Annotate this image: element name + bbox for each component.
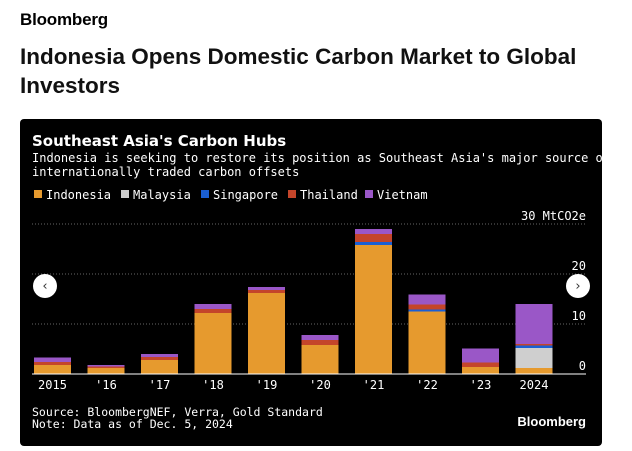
bar-indonesia-2 [141,360,178,374]
legend-swatch-singapore [201,190,209,198]
chart-card: Southeast Asia's Carbon Hubs Indonesia is… [20,119,602,446]
bar-thailand-8 [462,362,499,367]
y-tick-label-0: 0 [579,359,586,373]
bar-vietnam-8 [462,348,499,363]
legend-label-thailand: Thailand [300,188,358,202]
y-tick-label-10: 10 [572,309,586,323]
chart-title: Southeast Asia's Carbon Hubs [32,132,286,150]
x-tick-label-5: '20 [309,378,331,392]
x-tick-label-0: 2015 [38,378,67,392]
chart-note: Note: Data as of Dec. 5, 2024 [32,417,233,431]
bar-thailand-0 [34,362,71,365]
bar-indonesia-9 [515,368,553,374]
x-tick-label-9: 2024 [520,378,549,392]
bar-singapore-6 [355,242,392,245]
bar-indonesia-7 [408,311,446,374]
chart-bloomberg-logo: Bloomberg [517,414,586,429]
x-tick-label-2: '17 [149,378,171,392]
bar-thailand-4 [248,290,285,293]
legend-label-malaysia: Malaysia [133,188,191,202]
bar-indonesia-6 [355,245,392,374]
x-tick-label-7: '22 [416,378,438,392]
bar-vietnam-4 [248,287,285,290]
bar-indonesia-1 [87,368,125,374]
chart-subtitle: Indonesia is seeking to restore its posi… [32,151,602,179]
x-tick-label-3: '18 [202,378,224,392]
bar-indonesia-3 [194,313,232,374]
bar-thailand-9 [515,344,553,346]
bar-vietnam-7 [408,294,446,305]
legend-swatch-indonesia [34,190,42,198]
bar-thailand-7 [408,304,446,310]
x-tick-label-8: '23 [470,378,492,392]
legend-swatch-vietnam [365,190,373,198]
bar-vietnam-1 [87,365,125,367]
x-tick-label-6: '21 [363,378,385,392]
x-tick-label-1: '16 [95,378,117,392]
x-tick-label-4: '19 [256,378,278,392]
bar-vietnam-0 [34,357,71,362]
y-tick-label-30: 30 MtCO2e [521,209,586,223]
bar-singapore-7 [408,309,446,312]
legend-label-singapore: Singapore [213,188,278,202]
legend-swatch-malaysia [121,190,129,198]
bar-vietnam-5 [301,335,339,340]
bar-thailand-1 [87,366,125,368]
site-logo[interactable]: Bloomberg [20,10,108,29]
bar-indonesia-0 [34,365,71,374]
chevron-right-icon[interactable]: › [566,274,590,298]
bar-vietnam-3 [194,304,232,309]
chart-source: Source: BloombergNEF, Verra, Gold Standa… [32,405,323,419]
bar-thailand-5 [301,340,339,345]
bar-singapore-9 [515,345,553,348]
y-tick-label-20: 20 [572,259,586,273]
bar-thailand-6 [355,234,392,242]
bar-thailand-3 [194,309,232,313]
bar-indonesia-5 [301,345,339,374]
bar-indonesia-8 [462,367,499,374]
bar-vietnam-6 [355,229,392,234]
bar-vietnam-2 [141,354,178,357]
bar-indonesia-4 [248,293,285,374]
chevron-left-icon[interactable]: ‹ [33,274,57,298]
bar-malaysia-9 [515,348,553,368]
bar-vietnam-9 [515,304,553,344]
article-headline: Indonesia Opens Domestic Carbon Market t… [20,44,577,98]
legend-label-vietnam: Vietnam [377,188,428,202]
legend-swatch-thailand [288,190,296,198]
legend-label-indonesia: Indonesia [46,188,111,202]
bar-thailand-2 [141,357,178,360]
